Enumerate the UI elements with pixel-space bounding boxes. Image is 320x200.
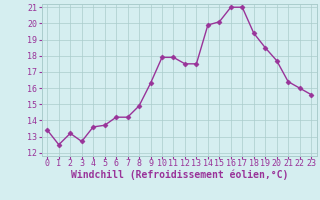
X-axis label: Windchill (Refroidissement éolien,°C): Windchill (Refroidissement éolien,°C)	[70, 169, 288, 180]
